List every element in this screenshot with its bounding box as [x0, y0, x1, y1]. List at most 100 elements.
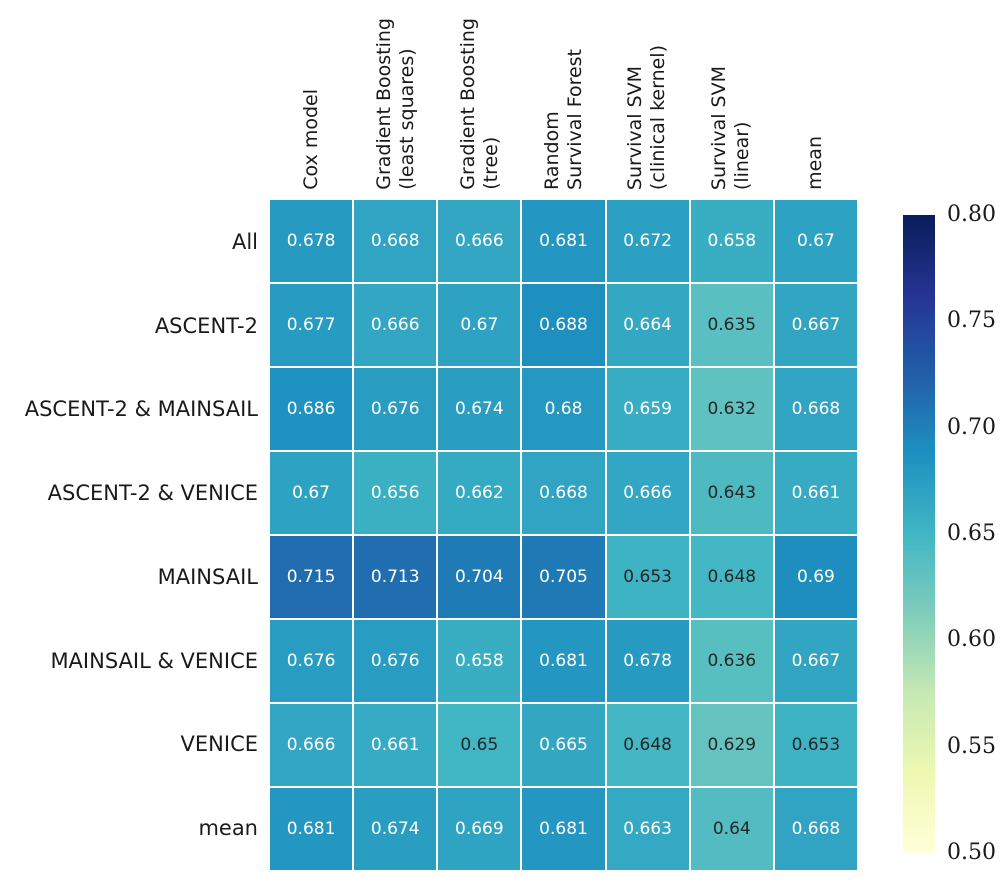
- heatmap-cell: 0.681: [522, 620, 605, 702]
- heatmap-cell: 0.67: [774, 200, 857, 282]
- heatmap-cell: 0.658: [690, 200, 773, 282]
- heatmap-cell: 0.666: [270, 704, 353, 786]
- colorbar-tick-label: 0.60: [947, 627, 996, 653]
- heatmap-cell: 0.662: [438, 452, 521, 534]
- heatmap-cell: 0.668: [774, 788, 857, 870]
- heatmap-cell: 0.629: [690, 704, 773, 786]
- column-label-line: (least squares): [395, 48, 418, 190]
- column-label-line: Gradient Boosting: [372, 18, 395, 190]
- column-label-line: Gradient Boosting: [456, 18, 479, 190]
- heatmap-cell: 0.67: [438, 284, 521, 366]
- column-label-line: Survival SVM: [624, 65, 647, 190]
- column-label-text: Survival SVM (clinical kernel): [624, 45, 670, 190]
- column-label-line: Cox model: [300, 89, 323, 190]
- column-label: Survival SVM (clinical kernel): [605, 0, 689, 190]
- heatmap-cell: 0.715: [270, 536, 353, 618]
- column-label: Cox model: [270, 0, 354, 190]
- row-labels: All ASCENT-2 ASCENT-2 & MAINSAIL ASCENT-2 &…: [0, 200, 258, 870]
- heatmap-cell: 0.674: [354, 788, 437, 870]
- heatmap-cell: 0.678: [270, 200, 353, 282]
- heatmap-cell: 0.666: [354, 284, 437, 366]
- heatmap-cell: 0.704: [438, 536, 521, 618]
- heatmap-cell: 0.713: [354, 536, 437, 618]
- column-label-text: mean: [804, 136, 827, 190]
- heatmap-cell: 0.674: [438, 368, 521, 450]
- colorbar-tick-label: 0.55: [947, 733, 996, 759]
- row-label: mean: [198, 816, 258, 841]
- heatmap-cell: 0.643: [690, 452, 773, 534]
- heatmap-cell: 0.653: [606, 536, 689, 618]
- column-label-line: (linear): [731, 121, 754, 190]
- column-label-line: (tree): [479, 136, 502, 190]
- heatmap-cell: 0.69: [774, 536, 857, 618]
- colorbar-gradient: [903, 215, 935, 853]
- colorbar-tick-label: 0.50: [947, 840, 996, 865]
- heatmap-cell: 0.667: [774, 620, 857, 702]
- heatmap-cell: 0.64: [690, 788, 773, 870]
- heatmap-cell: 0.686: [270, 368, 353, 450]
- heatmap-cell: 0.688: [522, 284, 605, 366]
- row-label: ASCENT-2 & MAINSAIL: [24, 397, 258, 422]
- column-label-line: Survival Forest: [563, 49, 586, 190]
- column-label: mean: [773, 0, 857, 190]
- row-label: ASCENT-2: [154, 313, 258, 338]
- column-label: Survival SVM (linear): [689, 0, 773, 190]
- colorbar-tick-label: 0.70: [947, 414, 996, 440]
- colorbar-tick-label: 0.65: [947, 521, 996, 546]
- heatmap-cell: 0.666: [438, 200, 521, 282]
- heatmap-cell: 0.677: [270, 284, 353, 366]
- column-label-text: Random Survival Forest: [541, 49, 587, 190]
- heatmap-cell: 0.668: [522, 452, 605, 534]
- column-label-text: Survival SVM (linear): [708, 66, 754, 190]
- column-label: Random Survival Forest: [522, 0, 606, 190]
- heatmap-cell: 0.678: [606, 620, 689, 702]
- heatmap-cell: 0.681: [522, 200, 605, 282]
- heatmap-cell: 0.681: [522, 788, 605, 870]
- heatmap-cell: 0.664: [606, 284, 689, 366]
- heatmap-cell: 0.676: [354, 368, 437, 450]
- row-label: All: [231, 229, 258, 254]
- row-label: ASCENT-2 & VENICE: [47, 481, 258, 506]
- heatmap-cell: 0.68: [522, 368, 605, 450]
- heatmap-cell: 0.676: [354, 620, 437, 702]
- heatmap-cell: 0.67: [270, 452, 353, 534]
- colorbar-tick-label: 0.80: [947, 202, 996, 227]
- row-label: VENICE: [180, 732, 258, 757]
- heatmap-cell: 0.661: [354, 704, 437, 786]
- heatmap-cell: 0.669: [438, 788, 521, 870]
- column-label-text: Gradient Boosting (least squares): [373, 18, 419, 190]
- heatmap-cell: 0.635: [690, 284, 773, 366]
- heatmap-cell: 0.705: [522, 536, 605, 618]
- heatmap-cell: 0.648: [690, 536, 773, 618]
- column-label-line: (clinical kernel): [647, 44, 670, 190]
- colorbar-tick-label: 0.75: [947, 308, 996, 334]
- heatmap-cell: 0.668: [354, 200, 437, 282]
- heatmap-grid: 0.678 0.668 0.666 0.681 0.672 0.658 0.67 0.677 0…: [270, 200, 857, 870]
- heatmap-cell: 0.636: [690, 620, 773, 702]
- column-label-text: Gradient Boosting (tree): [457, 18, 503, 190]
- heatmap-cell: 0.659: [606, 368, 689, 450]
- row-label: MAINSAIL & VENICE: [50, 648, 258, 673]
- row-label: MAINSAIL: [157, 564, 258, 589]
- heatmap-cell: 0.632: [690, 368, 773, 450]
- heatmap-cell: 0.667: [774, 284, 857, 366]
- heatmap-cell: 0.653: [774, 704, 857, 786]
- heatmap-cell: 0.658: [438, 620, 521, 702]
- column-label-line: Random: [540, 111, 563, 190]
- heatmap-cell: 0.661: [774, 452, 857, 534]
- heatmap-cell: 0.656: [354, 452, 437, 534]
- column-label-line: Survival SVM: [708, 65, 731, 190]
- column-label-line: mean: [803, 136, 826, 190]
- heatmap-cell: 0.65: [438, 704, 521, 786]
- heatmap-cell: 0.672: [606, 200, 689, 282]
- heatmap-cell: 0.663: [606, 788, 689, 870]
- heatmap-cell: 0.665: [522, 704, 605, 786]
- column-labels: Cox model Gradient Boosting (least squares…: [270, 0, 857, 190]
- column-label-text: Cox model: [300, 89, 323, 190]
- column-label: Gradient Boosting (tree): [438, 0, 522, 190]
- heatmap-cell: 0.666: [606, 452, 689, 534]
- heatmap-cell: 0.668: [774, 368, 857, 450]
- heatmap-cell: 0.676: [270, 620, 353, 702]
- heatmap-cell: 0.648: [606, 704, 689, 786]
